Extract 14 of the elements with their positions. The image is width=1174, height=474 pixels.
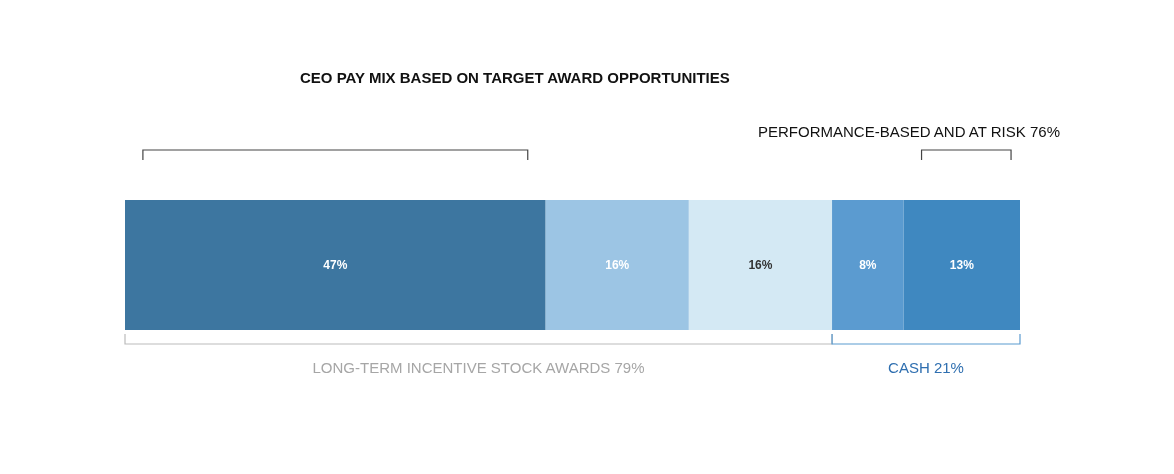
data-label: 16%	[748, 258, 773, 272]
text: PERFORMANCE-BASED AND AT RISK 76%	[757, 123, 1060, 140]
data-label: 16%	[605, 258, 630, 272]
data-label: 13%	[949, 258, 975, 272]
bar	[688, 200, 833, 330]
bar	[832, 200, 904, 330]
chart-title: CEO PAY MIX BASED ON TARGET AWARD OPPORTUNITIES	[300, 69, 730, 86]
bar	[545, 200, 689, 330]
data-label: 8%	[859, 258, 877, 272]
bar	[903, 200, 1020, 330]
text: CASH 21%	[888, 359, 964, 376]
text: LONG-TERM INCENTIVE STOCK AWARDS 79%	[312, 359, 645, 376]
data-label: 47%	[323, 258, 348, 272]
bar	[125, 200, 546, 330]
